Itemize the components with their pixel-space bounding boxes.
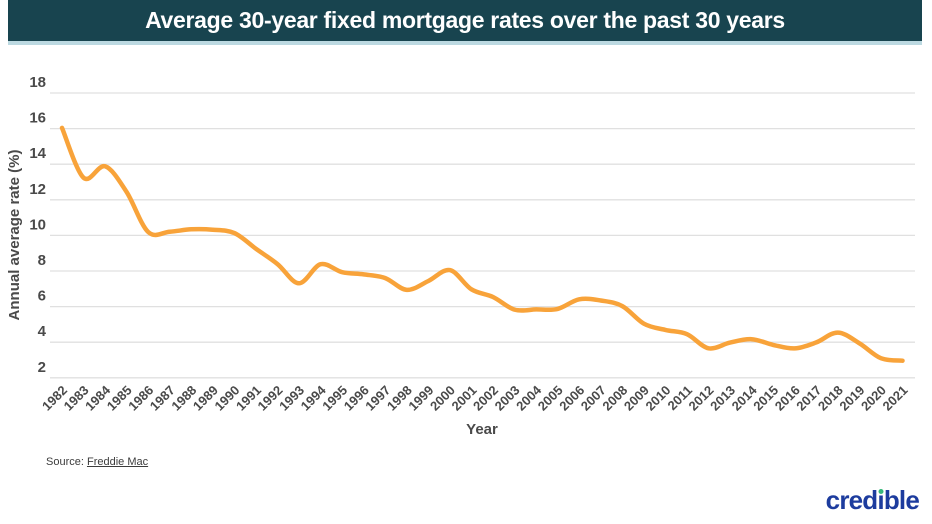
source-prefix: Source:: [46, 456, 87, 468]
y-tick-label: 6: [38, 288, 46, 305]
logo-text-after-i: ble: [883, 485, 920, 515]
x-tick-label: 2021: [880, 383, 911, 414]
y-tick-label: 10: [29, 216, 46, 233]
logo-letter-i: ı: [877, 485, 884, 515]
y-tick-label: 12: [29, 181, 46, 198]
y-tick-label: 14: [29, 145, 46, 162]
rate-line: [59, 125, 905, 363]
y-tick-labels: 18 16 14 12 10 8 6 4 2: [29, 74, 46, 376]
source-link[interactable]: Freddie Mac: [86, 456, 149, 468]
y-tick-label: 18: [29, 74, 46, 91]
chart-title-bar: Average 30-year fixed mortgage rates ove…: [8, 0, 922, 45]
source-attribution: Source: Freddie Mac: [46, 456, 148, 468]
y-tick-label: 4: [38, 323, 47, 340]
y-gridlines: [50, 92, 915, 379]
chart-title: Average 30-year fixed mortgage rates ove…: [145, 7, 785, 33]
y-tick-label: 8: [38, 252, 46, 269]
y-tick-label: 2: [38, 359, 46, 376]
x-axis-title: Year: [466, 421, 498, 438]
credible-logo: credı ble: [825, 485, 920, 515]
y-axis-title: Annual average rate (%): [6, 150, 23, 321]
y-tick-label: 16: [29, 110, 46, 127]
logo-text-before-i: cred: [825, 485, 879, 515]
logo-green-dot-icon: [878, 489, 884, 494]
x-tick-labels: 1982198319841985198619871988198919901991…: [39, 382, 911, 414]
